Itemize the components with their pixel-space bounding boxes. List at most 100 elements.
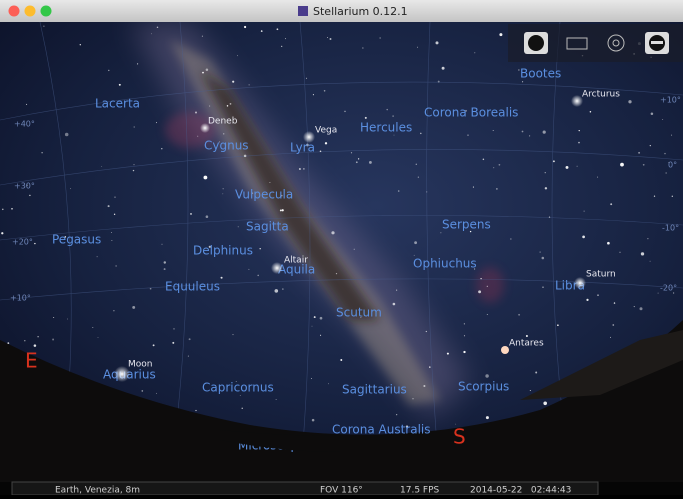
background-star <box>643 164 645 166</box>
background-star <box>493 130 494 131</box>
background-star <box>1 232 3 234</box>
background-star <box>34 243 35 244</box>
background-star <box>393 303 396 306</box>
background-star <box>151 33 152 34</box>
planet-saturn[interactable] <box>574 277 586 289</box>
background-star <box>172 342 174 344</box>
background-star <box>240 395 241 396</box>
background-star <box>543 402 547 406</box>
background-star <box>480 278 481 279</box>
background-star <box>141 390 143 392</box>
background-star <box>312 326 313 327</box>
background-star <box>442 67 445 70</box>
toolbar <box>508 24 683 62</box>
background-star <box>11 208 13 210</box>
background-star <box>230 103 232 105</box>
background-star <box>164 268 166 270</box>
close-button[interactable] <box>9 6 20 17</box>
star-altair[interactable] <box>271 262 283 274</box>
background-star <box>487 314 488 315</box>
background-star <box>53 317 54 318</box>
background-star <box>43 26 44 27</box>
background-star <box>590 111 592 113</box>
background-star <box>651 113 654 116</box>
background-star <box>426 331 427 332</box>
background-star <box>153 344 155 346</box>
background-star <box>485 374 488 377</box>
background-star <box>365 117 367 119</box>
background-star <box>324 90 326 92</box>
background-star <box>420 133 422 135</box>
background-star <box>584 211 585 212</box>
background-star <box>269 182 270 183</box>
background-star <box>195 112 197 114</box>
background-star <box>227 105 228 106</box>
background-star <box>244 26 246 28</box>
zoom-button[interactable] <box>41 6 52 17</box>
status-datetime: 2014-05-22 02:44:43 <box>470 486 571 496</box>
grid-label: +10° <box>660 96 681 105</box>
star-antares[interactable] <box>501 346 509 354</box>
minimize-button[interactable] <box>25 6 36 17</box>
background-star <box>111 240 112 241</box>
background-star <box>26 104 27 105</box>
background-star <box>369 161 372 164</box>
background-star <box>578 142 580 144</box>
background-star <box>436 41 439 44</box>
background-star <box>638 152 640 154</box>
background-star <box>464 335 465 336</box>
object-label: Altair <box>284 256 308 266</box>
background-star <box>244 155 247 158</box>
background-star <box>209 106 210 107</box>
background-star <box>414 241 417 244</box>
background-star <box>545 172 546 173</box>
background-star <box>423 385 425 387</box>
background-star <box>340 359 342 361</box>
background-star <box>579 130 580 131</box>
grid-label: +20° <box>12 238 33 247</box>
stellarium-window: Stellarium 0.12.1 +40° +30° +20° +10° +1… <box>0 0 683 495</box>
background-star <box>412 398 413 399</box>
grid-label: +10° <box>10 294 31 303</box>
star-vega[interactable] <box>303 131 315 143</box>
background-star <box>242 408 243 409</box>
background-star <box>156 393 157 394</box>
background-star <box>303 168 304 169</box>
background-star <box>614 302 615 303</box>
background-star <box>577 166 578 167</box>
status-location: Earth, Venezia, 8m <box>55 486 140 496</box>
constellation-label: Lyra <box>290 141 315 155</box>
background-star <box>496 188 498 190</box>
constellation-label: Vulpecula <box>235 188 293 202</box>
background-star <box>597 177 598 178</box>
object-label: Antares <box>509 339 544 349</box>
background-star <box>108 205 110 207</box>
background-star <box>672 196 673 197</box>
background-star <box>620 252 621 253</box>
background-star <box>202 72 204 74</box>
background-star <box>29 195 30 196</box>
background-star <box>314 316 316 318</box>
background-star <box>398 190 400 192</box>
background-star <box>311 378 312 379</box>
background-star <box>530 390 531 391</box>
background-star <box>328 383 329 384</box>
constellation-label: Bootes <box>520 67 561 81</box>
background-star <box>133 164 134 165</box>
background-star <box>542 286 544 288</box>
background-star <box>358 158 359 159</box>
constellation-label: Lacerta <box>95 97 140 111</box>
background-star <box>2 209 3 210</box>
background-star <box>535 372 537 374</box>
background-star <box>65 133 69 137</box>
background-star <box>157 27 158 28</box>
background-star <box>320 335 321 336</box>
status-fov: FOV 116° <box>320 486 363 496</box>
background-star <box>499 164 501 166</box>
background-star <box>673 292 674 293</box>
background-star <box>34 344 37 347</box>
btn-projection-icon <box>528 35 544 51</box>
background-star <box>132 306 135 309</box>
background-star <box>336 273 337 274</box>
background-star <box>662 119 663 120</box>
